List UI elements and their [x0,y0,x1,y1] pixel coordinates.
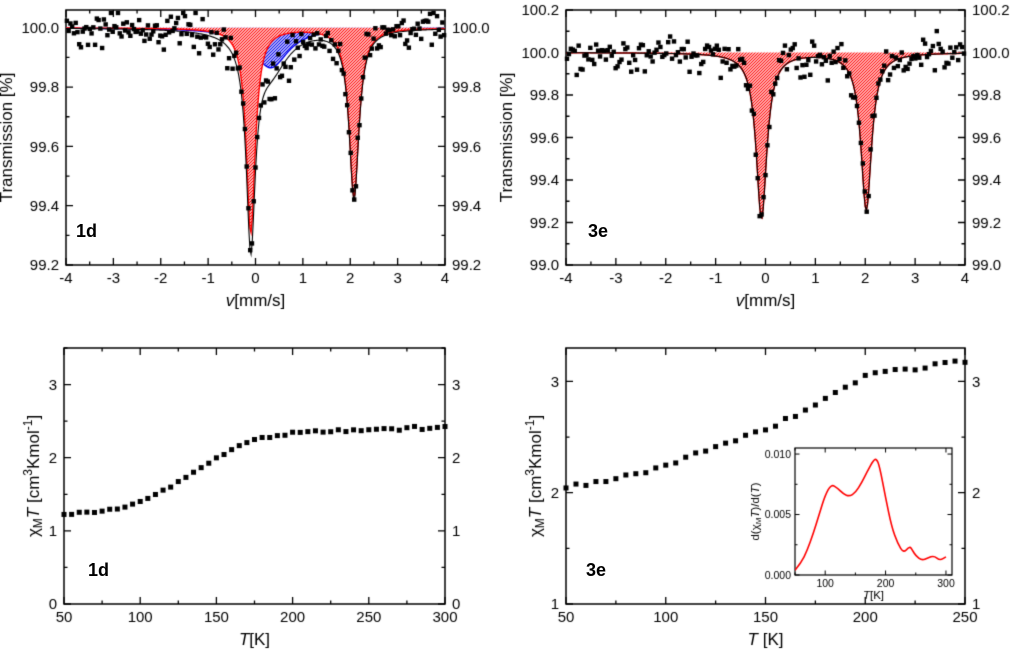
panel-label-moessbauer-3e: 3e [588,221,609,241]
panel-label-moessbauer-1d: 1d [76,221,98,241]
panel-label-chiT-1d: 1d [88,560,110,580]
panel-label-chiT-3e: 3e [586,560,607,580]
